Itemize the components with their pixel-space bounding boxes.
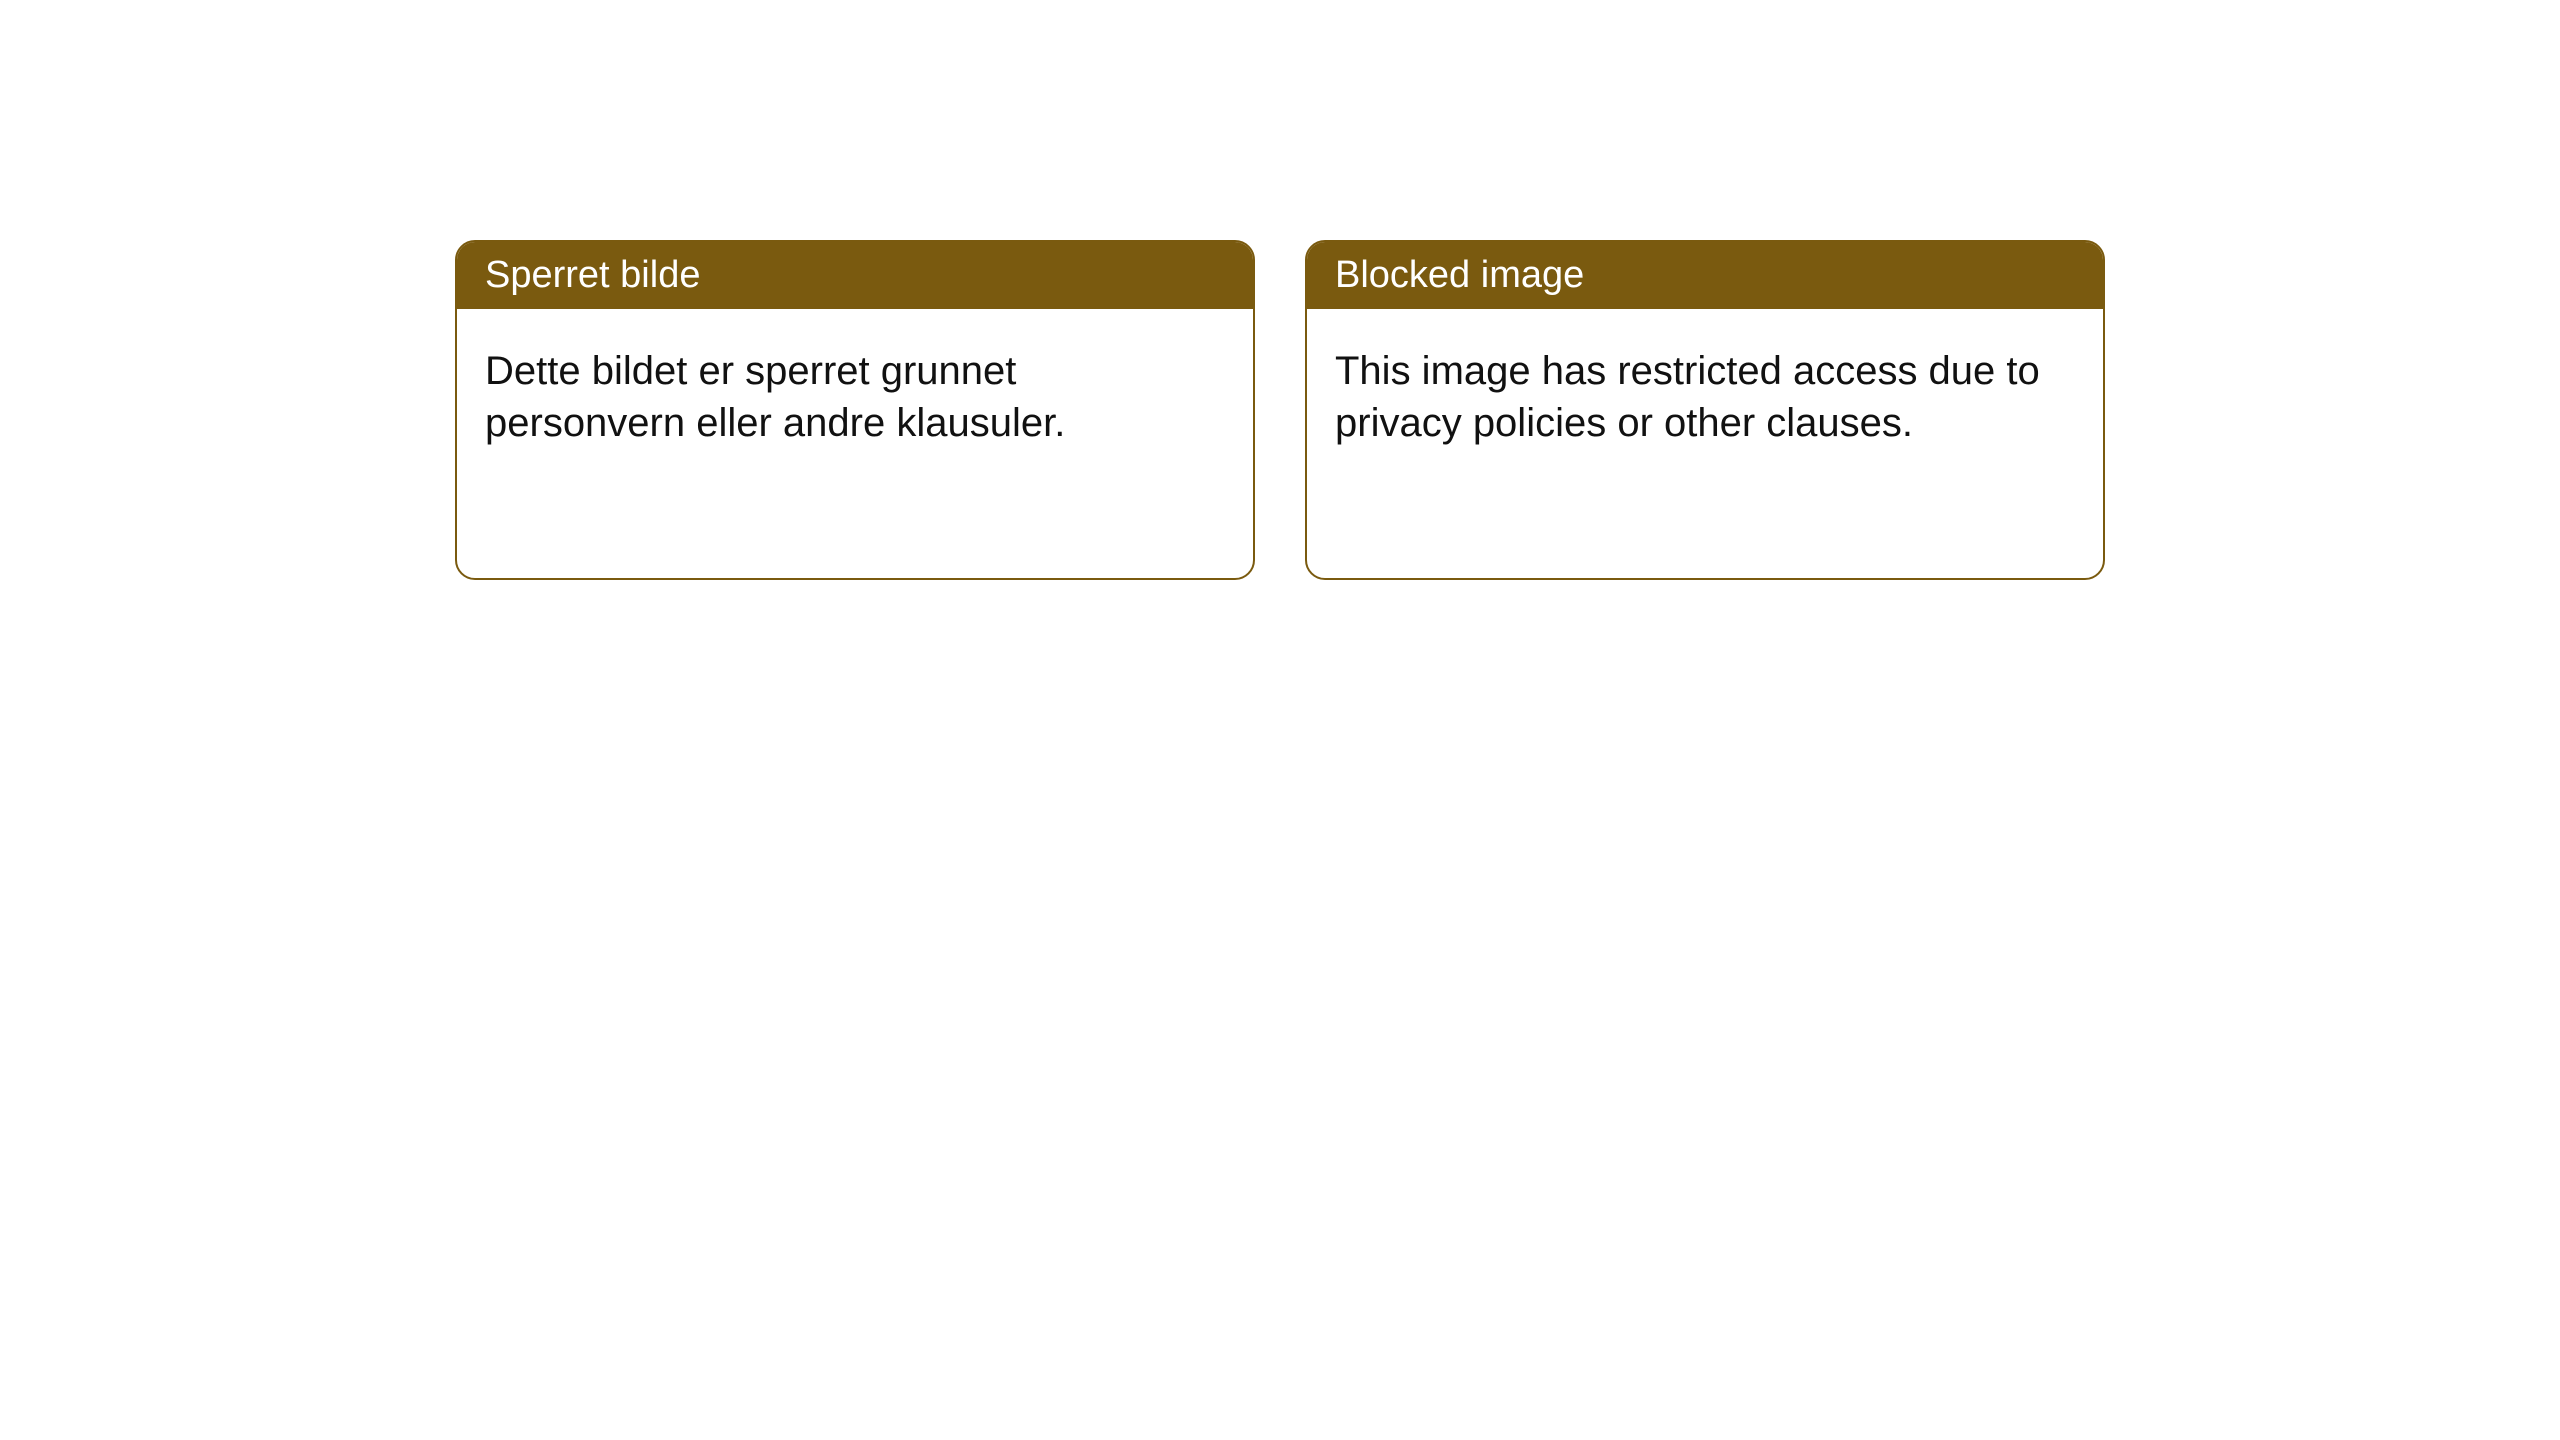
card-body-text: Dette bildet er sperret grunnet personve…: [485, 349, 1065, 445]
blocked-image-card-no: Sperret bilde Dette bildet er sperret gr…: [455, 240, 1255, 580]
card-header-en: Blocked image: [1307, 242, 2103, 309]
card-title: Blocked image: [1335, 254, 1584, 296]
blocked-image-cards-container: Sperret bilde Dette bildet er sperret gr…: [455, 240, 2560, 580]
card-body-en: This image has restricted access due to …: [1307, 309, 2103, 485]
card-body-text: This image has restricted access due to …: [1335, 349, 2040, 445]
card-title: Sperret bilde: [485, 254, 700, 296]
blocked-image-card-en: Blocked image This image has restricted …: [1305, 240, 2105, 580]
card-body-no: Dette bildet er sperret grunnet personve…: [457, 309, 1253, 485]
card-header-no: Sperret bilde: [457, 242, 1253, 309]
